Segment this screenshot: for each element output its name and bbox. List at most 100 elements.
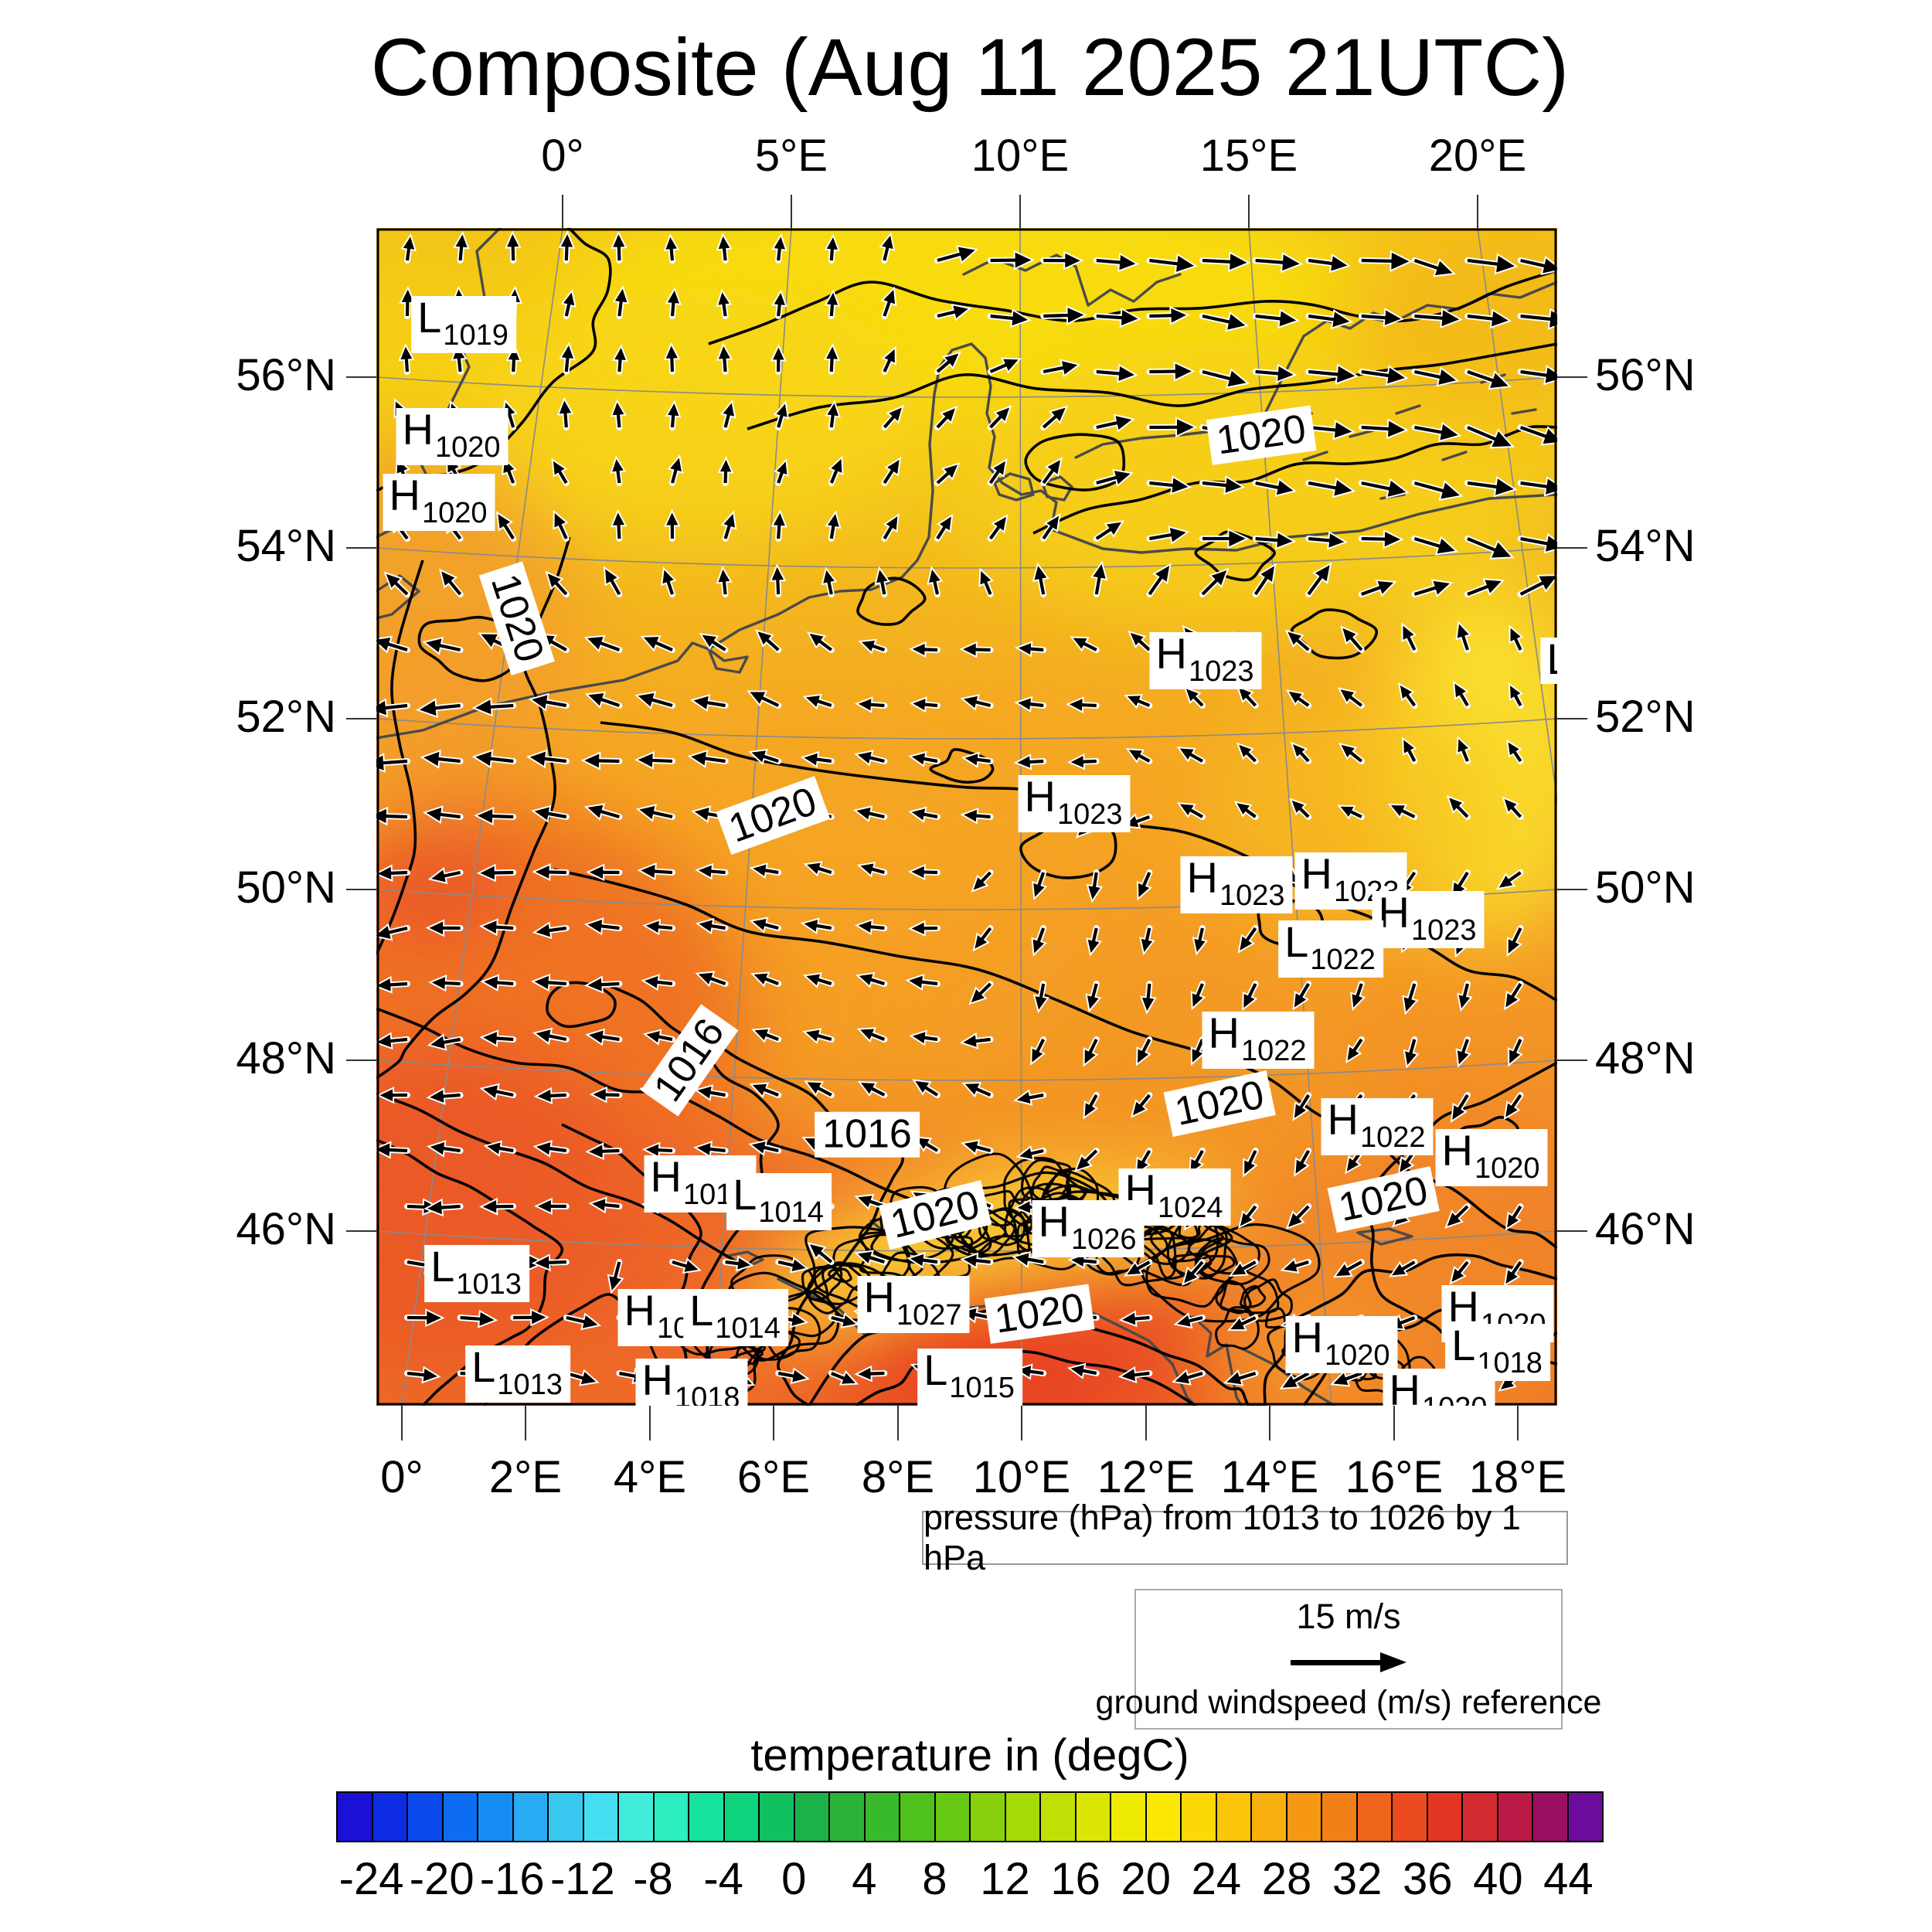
left-axis-label: 46°N <box>236 1204 336 1254</box>
colorbar-tick-label: -8 <box>633 1854 673 1904</box>
pressure-caption-box: pressure (hPa) from 1013 to 1026 by 1 hP… <box>922 1498 1568 1577</box>
top-axis-label: 20°E <box>1428 131 1527 181</box>
pressure-center-label: H1026 <box>1032 1200 1145 1257</box>
colorbar-segment <box>652 1793 688 1841</box>
pressure-center-label: H1018 <box>635 1359 748 1406</box>
bottom-axis-label: 10°E <box>972 1452 1071 1502</box>
wind-reference-caption: ground windspeed (m/s) reference <box>1095 1684 1602 1721</box>
colorbar-tick-label: 4 <box>852 1854 877 1904</box>
pressure-center-label: H1023 <box>1180 856 1293 913</box>
colorbar-tick-label: 0 <box>781 1854 807 1904</box>
pressure-center-label: L1013 <box>465 1345 570 1403</box>
colorbar-segment <box>1355 1793 1391 1841</box>
colorbar-tick-label: 16 <box>1050 1854 1100 1904</box>
pressure-center-label: H1020 <box>383 474 495 531</box>
map-plot: L1019H1020H1020H1023LH1023H1023H1023H102… <box>376 228 1557 1406</box>
pressure-center-label: H1024 <box>1118 1168 1231 1226</box>
colorbar-tick-label: 24 <box>1191 1854 1242 1904</box>
left-axis-label: 48°N <box>236 1033 336 1083</box>
axis-tick-mark <box>1019 195 1021 228</box>
axis-tick-mark <box>1145 1406 1147 1440</box>
right-axis-label: 48°N <box>1595 1033 1696 1083</box>
axis-tick-mark <box>1557 376 1587 378</box>
colorbar-tick-label: 36 <box>1402 1854 1453 1904</box>
axis-tick-mark <box>1557 547 1587 549</box>
colorbar-segment <box>969 1793 1005 1841</box>
axis-tick-mark <box>346 1060 376 1061</box>
colorbar-segment <box>617 1793 653 1841</box>
pressure-center-label: H1020 <box>396 408 509 465</box>
colorbar-segment <box>723 1793 758 1841</box>
colorbar-tick-label: 28 <box>1261 1854 1312 1904</box>
bottom-axis-label: 4°E <box>613 1452 687 1502</box>
axis-tick-mark <box>649 1406 651 1440</box>
colorbar-segment <box>477 1793 512 1841</box>
axis-tick-mark <box>1248 195 1250 228</box>
colorbar-segment <box>1496 1793 1532 1841</box>
colorbar-tick-label: 12 <box>980 1854 1030 1904</box>
axis-tick-mark <box>1021 1406 1022 1440</box>
pressure-center-label: L1019 <box>411 296 516 353</box>
colorbar-segment <box>1461 1793 1497 1841</box>
colorbar-title: temperature in (degC) <box>750 1730 1189 1781</box>
axis-tick-mark <box>1557 1230 1587 1232</box>
axis-tick-mark <box>773 1406 774 1440</box>
bottom-axis-label: 6°E <box>736 1452 811 1502</box>
axis-tick-mark <box>1557 718 1587 719</box>
axis-tick-mark <box>1393 1406 1395 1440</box>
bottom-axis-label: 0° <box>380 1452 423 1502</box>
colorbar-segment <box>371 1793 406 1841</box>
right-axis-label: 52°N <box>1595 692 1696 742</box>
axis-tick-mark <box>346 718 376 719</box>
pressure-center-label: H1022 <box>1321 1098 1434 1155</box>
page-title: Composite (Aug 11 2025 21UTC) <box>370 22 1570 113</box>
colorbar-segment <box>582 1793 617 1841</box>
colorbar-segment <box>899 1793 934 1841</box>
wind-reference-legend: 15 m/s ground windspeed (m/s) reference <box>1096 1589 1601 1730</box>
pressure-center-label: H1022 <box>1202 1012 1315 1069</box>
axis-tick-mark <box>562 195 563 228</box>
axis-tick-mark <box>1477 195 1478 228</box>
pressure-center-label: L1014 <box>726 1173 832 1230</box>
colorbar-segment <box>547 1793 583 1841</box>
colorbar-segment <box>1250 1793 1286 1841</box>
top-axis-label: 0° <box>541 131 584 181</box>
axis-tick-mark <box>1557 889 1587 890</box>
top-axis-label: 15°E <box>1199 131 1298 181</box>
colorbar-tick-label: 44 <box>1543 1854 1594 1904</box>
axis-tick-mark <box>791 195 792 228</box>
right-axis-label: 46°N <box>1595 1204 1696 1254</box>
wind-arrow-field <box>376 230 1557 1392</box>
bottom-axis-label: 2°E <box>488 1452 563 1502</box>
pressure-center-label: H1020 <box>1285 1316 1398 1373</box>
axis-tick-mark <box>346 547 376 549</box>
left-axis-label: 56°N <box>236 350 336 400</box>
colorbar-segment <box>828 1793 864 1841</box>
axis-tick-mark <box>1269 1406 1270 1440</box>
colorbar-segment <box>512 1793 547 1841</box>
pressure-center-label: L1013 <box>424 1245 529 1302</box>
bottom-axis-label: 14°E <box>1220 1452 1319 1502</box>
axis-tick-mark <box>1557 1060 1587 1061</box>
colorbar-segment <box>1321 1793 1356 1841</box>
axis-tick-mark <box>401 1406 403 1440</box>
wind-reference-speed: 15 m/s <box>1296 1597 1401 1636</box>
colorbar-segment <box>1391 1793 1427 1841</box>
axis-tick-mark <box>346 376 376 378</box>
pressure-center-label: H1023 <box>1372 891 1485 948</box>
pressure-center-label: H1027 <box>857 1276 970 1333</box>
top-axis-label: 5°E <box>754 131 828 181</box>
colorbar-segment <box>688 1793 723 1841</box>
colorbar-tick-label: -16 <box>479 1854 545 1904</box>
colorbar-tick-label: -12 <box>549 1854 615 1904</box>
colorbar-segment <box>1285 1793 1321 1841</box>
pressure-center-label: H1023 <box>1018 775 1131 832</box>
colorbar-segment <box>863 1793 899 1841</box>
colorbar-segment <box>441 1793 477 1841</box>
colorbar-segment <box>406 1793 442 1841</box>
colorbar-segment <box>793 1793 828 1841</box>
pressure-center-label: H1020 <box>1383 1369 1495 1406</box>
pressure-caption-text: pressure (hPa) from 1013 to 1026 by 1 hP… <box>923 1498 1521 1577</box>
right-axis-label: 56°N <box>1595 350 1696 400</box>
